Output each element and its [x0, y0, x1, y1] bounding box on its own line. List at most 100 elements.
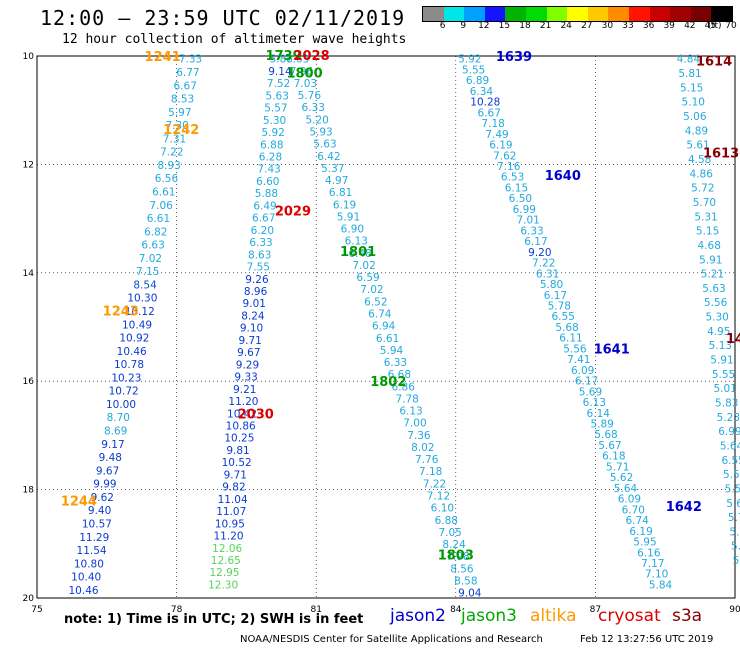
swh-value: 7.41	[567, 354, 590, 366]
colorbar-label: 24	[560, 21, 572, 31]
swh-value: 6.89	[466, 75, 489, 87]
swh-value: 5.30	[263, 115, 286, 127]
swh-value: 5.55	[712, 369, 735, 381]
swh-value: 7.03	[294, 78, 317, 90]
swh-value: 7.17	[641, 558, 664, 570]
swh-value: 5.30	[705, 312, 728, 324]
colorbar-label: 15	[498, 21, 511, 31]
swh-value: 6.19	[333, 199, 356, 211]
swh-value: 4.68	[698, 240, 721, 252]
swh-value: 6.17	[524, 236, 547, 248]
lat-tick-label: 10	[23, 52, 35, 62]
swh-value: 5.95	[633, 537, 656, 549]
lon-tick-label: 84	[450, 605, 462, 615]
swh-value: 5.61	[686, 140, 709, 152]
swh-value: 5.64	[720, 440, 740, 452]
swh-value: 7.22	[423, 478, 446, 490]
swh-value: 6.61	[152, 187, 175, 199]
swh-value: 10.42	[227, 408, 257, 420]
swh-value: 6.70	[622, 504, 645, 516]
swh-value: 9.48	[99, 452, 122, 464]
swh-value: 9.62	[91, 492, 114, 504]
colorbar-cell	[670, 7, 691, 21]
swh-value: 5.63	[702, 283, 725, 295]
colorbar-label: 21	[539, 21, 552, 31]
pass-time-label: 1241	[145, 50, 181, 65]
swh-value: 6.19	[489, 140, 512, 152]
swh-value: 7.10	[645, 569, 668, 581]
swh-value: 6.09	[571, 365, 594, 377]
pass-time-label: 1614	[696, 54, 732, 69]
swh-value: 6.77	[176, 67, 199, 79]
swh-value: 10.52	[222, 457, 252, 469]
swh-value: 5.13	[709, 340, 732, 352]
colorbar-unit: (ft)	[708, 21, 722, 31]
swh-value: 6.99	[718, 426, 740, 438]
swh-value: 9.67	[237, 347, 260, 359]
swh-value: 5.57	[264, 103, 287, 115]
swh-value: 5.10	[682, 97, 705, 109]
swh-value: 9.71	[238, 335, 261, 347]
swh-value: 5.66	[726, 498, 740, 510]
pass-time-label: 2028	[293, 49, 329, 64]
swh-value: 8.96	[244, 286, 268, 298]
swh-value: 7.55	[247, 262, 270, 274]
footer-timestamp: Feb 12 13:27:56 UTC 2019	[580, 634, 714, 645]
swh-value: 8.02	[411, 442, 434, 454]
swh-value: 6.74	[625, 515, 649, 527]
legend-s3a: s3a	[672, 606, 703, 626]
swh-value: 5.56	[563, 343, 587, 355]
swh-value: 6.11	[559, 333, 582, 345]
swh-value: 5.97	[168, 107, 191, 119]
swh-value: 10.57	[82, 518, 112, 530]
swh-value: 5.70	[693, 197, 716, 209]
swh-value: 6.86	[392, 381, 416, 393]
swh-value: 11.20	[228, 396, 258, 408]
swh-value: 5.52	[723, 469, 740, 481]
swh-value: 5.93	[309, 127, 332, 139]
pass-time-label: 1243	[103, 305, 139, 320]
pass-time-label: 1801	[340, 245, 376, 260]
swh-value: 6.88	[435, 515, 458, 527]
swh-value: 11.54	[77, 545, 107, 557]
pass-time-label: 1639	[496, 50, 532, 65]
colorbar-cell	[711, 7, 732, 21]
colorbar-cell	[505, 7, 526, 21]
swh-value: 5.21	[701, 269, 724, 281]
swh-value: 11.20	[214, 531, 244, 543]
swh-value: 7.63	[286, 54, 309, 66]
swh-value: 6.17	[544, 290, 567, 302]
swh-value: 6.82	[144, 226, 167, 238]
swh-value: 9.21	[233, 384, 256, 396]
swh-value: 5.56	[704, 297, 728, 309]
swh-value: 5.94	[380, 345, 404, 357]
swh-value: 10.72	[109, 386, 139, 398]
swh-value: 5.51	[725, 483, 740, 495]
colorbar-label: 42	[684, 21, 696, 31]
swh-value: 5.76	[298, 90, 322, 102]
swh-value: 9.14	[268, 66, 292, 78]
swh-value: 6.63	[141, 240, 164, 252]
swh-value: 8.24	[241, 310, 265, 322]
swh-value: 7.33	[179, 54, 202, 66]
colorbar-cell	[464, 7, 485, 21]
swh-value: 5.68	[555, 322, 578, 334]
lon-tick-label: 81	[310, 605, 321, 615]
swh-value: 6.88	[260, 139, 283, 151]
swh-value: 10.86	[226, 421, 256, 433]
swh-value: 6.68	[388, 369, 411, 381]
swh-value: 10.49	[122, 319, 152, 331]
swh-value: 5.62	[610, 472, 633, 484]
swh-value: 5.81	[678, 68, 701, 80]
swh-value: 6.33	[249, 237, 272, 249]
swh-value: 10.30	[127, 293, 157, 305]
pass-time-label: 2030	[238, 408, 274, 423]
swh-value: 5.92	[261, 127, 284, 139]
swh-value: 5.23	[717, 412, 740, 424]
swh-value: 5.91	[337, 211, 360, 223]
pass-time-label: 14	[726, 332, 740, 347]
swh-value: 9.71	[224, 469, 247, 481]
lon-tick-label: 75	[31, 605, 42, 615]
lat-tick-label: 18	[23, 486, 35, 496]
